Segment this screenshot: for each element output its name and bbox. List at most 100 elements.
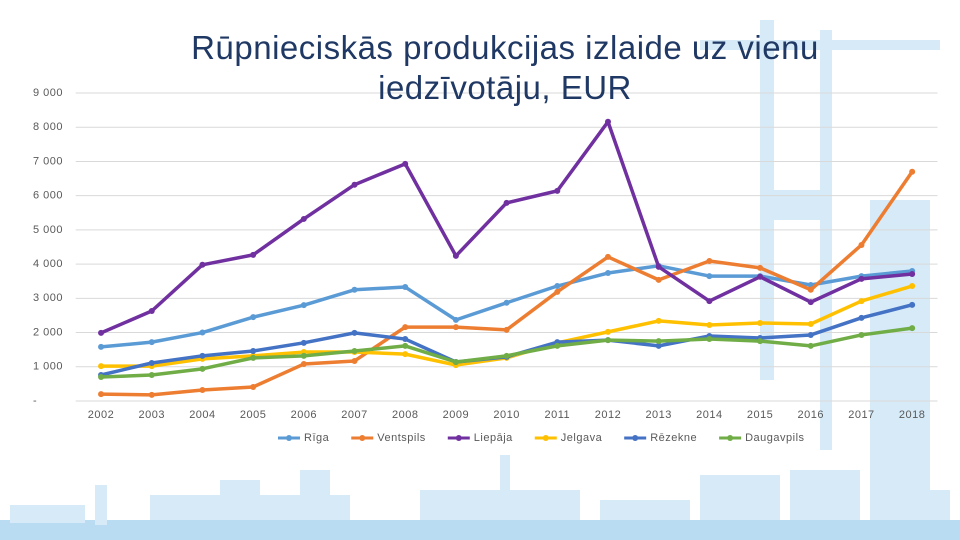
- data-point: [402, 336, 409, 343]
- data-point: [655, 338, 662, 345]
- y-tick-label: 4 000: [33, 258, 63, 270]
- legend-marker: [455, 435, 462, 441]
- legend-label: Rēzekne: [650, 432, 697, 444]
- data-point: [199, 352, 206, 359]
- data-point: [98, 391, 105, 398]
- y-tick-label: 9 000: [33, 87, 63, 99]
- data-point: [655, 263, 662, 270]
- data-point: [300, 302, 307, 309]
- x-tick-label: 2003: [138, 409, 164, 421]
- y-tick-label: 2 000: [33, 326, 63, 338]
- data-point: [909, 283, 916, 290]
- data-point: [655, 317, 662, 324]
- x-tick-label: 2002: [88, 409, 114, 421]
- x-tick-label: 2009: [443, 409, 469, 421]
- data-point: [858, 275, 865, 282]
- data-point: [98, 374, 105, 381]
- data-point: [655, 342, 662, 349]
- legend-item: Jelgava: [534, 432, 603, 444]
- legend-label: Liepāja: [474, 432, 513, 444]
- x-tick-label: 2015: [747, 409, 773, 421]
- data-point: [503, 352, 510, 359]
- x-tick-label: 2017: [848, 409, 874, 421]
- data-point: [402, 284, 409, 291]
- y-tick-label: 5 000: [33, 224, 63, 236]
- data-point: [351, 357, 358, 364]
- data-point: [909, 168, 916, 175]
- data-point: [604, 270, 611, 277]
- y-tick-label: -: [33, 395, 37, 407]
- data-point: [351, 348, 358, 355]
- legend-label: Ventspils: [377, 432, 426, 444]
- data-point: [402, 324, 409, 331]
- data-point: [148, 360, 155, 367]
- data-point: [300, 352, 307, 359]
- data-point: [250, 354, 257, 361]
- legend-marker: [542, 435, 549, 441]
- data-point: [757, 319, 764, 326]
- data-point: [757, 273, 764, 280]
- data-point: [757, 264, 764, 271]
- data-point: [554, 187, 561, 194]
- data-point: [300, 339, 307, 346]
- legend-label: Rīga: [304, 432, 330, 444]
- x-tick-label: 2008: [392, 409, 418, 421]
- y-tick-label: 6 000: [33, 190, 63, 202]
- data-point: [706, 258, 713, 265]
- data-point: [402, 160, 409, 167]
- data-point: [98, 329, 105, 336]
- data-point: [909, 271, 916, 278]
- data-point: [503, 326, 510, 333]
- data-point: [858, 241, 865, 248]
- data-point: [351, 329, 358, 336]
- y-tick-label: 1 000: [33, 361, 63, 373]
- data-point: [503, 299, 510, 306]
- data-point: [858, 314, 865, 321]
- chart-title: Rūpnieciskās produkcijas izlaide uz vien…: [191, 29, 819, 106]
- data-point: [148, 371, 155, 378]
- data-point: [807, 342, 814, 349]
- legend-item: Daugavpils: [719, 432, 804, 444]
- data-point: [250, 251, 257, 258]
- x-tick-label: 2011: [544, 409, 570, 421]
- data-point: [807, 299, 814, 306]
- data-point: [554, 283, 561, 290]
- data-point: [250, 314, 257, 321]
- data-point: [807, 331, 814, 338]
- legend-label: Jelgava: [561, 432, 603, 444]
- legend-label: Daugavpils: [745, 432, 804, 444]
- y-tick-label: 8 000: [33, 121, 63, 133]
- data-point: [503, 199, 510, 206]
- data-point: [706, 336, 713, 343]
- legend-item: Rīga: [278, 432, 330, 444]
- data-point: [858, 331, 865, 338]
- data-point: [199, 261, 206, 268]
- x-tick-label: 2004: [189, 409, 215, 421]
- data-point: [757, 338, 764, 345]
- data-point: [300, 361, 307, 368]
- x-tick-label: 2012: [595, 409, 621, 421]
- data-point: [858, 298, 865, 305]
- data-point: [452, 358, 459, 365]
- data-point: [250, 348, 257, 355]
- data-point: [604, 253, 611, 260]
- data-point: [909, 325, 916, 332]
- x-tick-label: 2006: [291, 409, 317, 421]
- data-point: [655, 276, 662, 283]
- data-point: [250, 383, 257, 390]
- x-tick-label: 2013: [645, 409, 671, 421]
- data-point: [604, 337, 611, 344]
- data-point: [604, 118, 611, 125]
- x-tick-label: 2007: [341, 409, 367, 421]
- y-tick-label: 7 000: [33, 155, 63, 167]
- data-point: [554, 342, 561, 349]
- data-point: [98, 363, 105, 370]
- data-point: [199, 365, 206, 372]
- data-point: [909, 301, 916, 308]
- data-point: [351, 181, 358, 188]
- y-tick-label: 3 000: [33, 292, 63, 304]
- data-point: [402, 342, 409, 349]
- data-point: [351, 286, 358, 293]
